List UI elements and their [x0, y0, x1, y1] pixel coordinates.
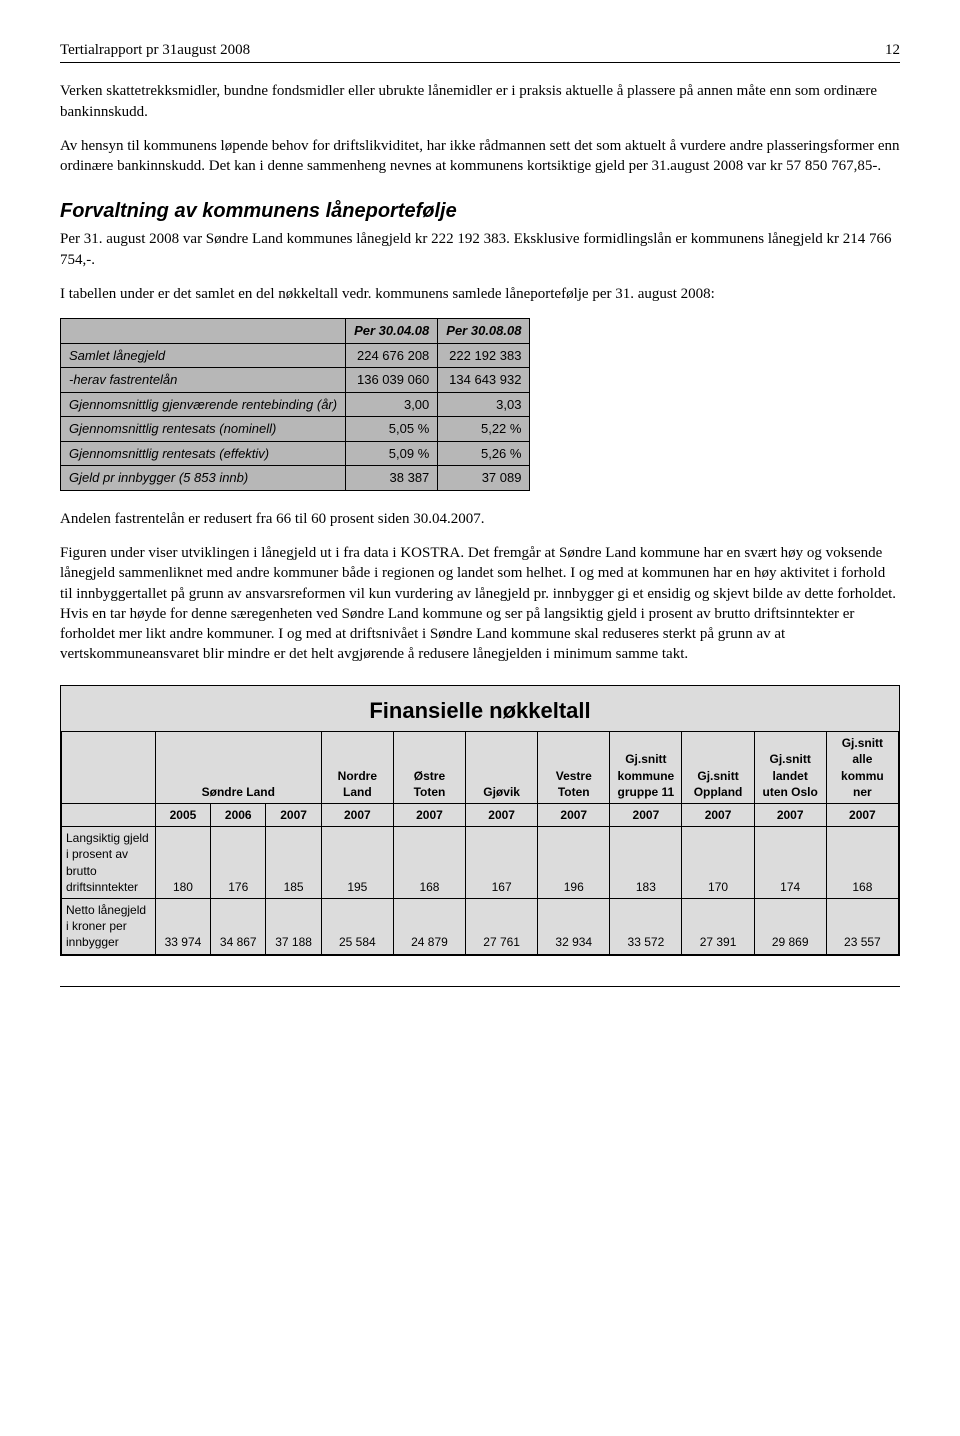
row-val: 185 — [266, 827, 321, 899]
key-figures-table: Per 30.04.08 Per 30.08.08 Samlet lånegje… — [60, 318, 530, 491]
row-val: 168 — [393, 827, 465, 899]
year-cell: 2007 — [826, 804, 898, 827]
group-header: Gj.snitt kommune gruppe 11 — [610, 732, 682, 804]
row-label: -herav fastrentelån — [61, 368, 346, 393]
financial-table-wrapper: Finansielle nøkkeltall Søndre Land Nordr… — [60, 685, 900, 956]
row-val: 27 761 — [466, 898, 538, 954]
year-row: 2005 2006 2007 2007 2007 2007 2007 2007 … — [62, 804, 899, 827]
financial-table: Søndre Land Nordre Land Østre Toten Gjøv… — [61, 731, 899, 954]
year-cell: 2007 — [266, 804, 321, 827]
year-cell: 2007 — [321, 804, 393, 827]
row-val: 174 — [754, 827, 826, 899]
group-header: Vestre Toten — [538, 732, 610, 804]
row-val: 168 — [826, 827, 898, 899]
table-header-col2: Per 30.08.08 — [438, 319, 530, 344]
row-val: 23 557 — [826, 898, 898, 954]
row-val: 24 879 — [393, 898, 465, 954]
table-header-row: Per 30.04.08 Per 30.08.08 — [61, 319, 530, 344]
row-val: 195 — [321, 827, 393, 899]
row-val: 196 — [538, 827, 610, 899]
year-cell — [62, 804, 156, 827]
row-val: 5,22 % — [438, 417, 530, 442]
row-val: 134 643 932 — [438, 368, 530, 393]
row-label: Gjennomsnittlig rentesats (effektiv) — [61, 441, 346, 466]
header-title: Tertialrapport pr 31august 2008 — [60, 40, 250, 60]
table-row: -herav fastrentelån 136 039 060 134 643 … — [61, 368, 530, 393]
row-val: 222 192 383 — [438, 343, 530, 368]
financial-title: Finansielle nøkkeltall — [61, 686, 899, 732]
row-val: 25 584 — [321, 898, 393, 954]
row-val: 5,05 % — [346, 417, 438, 442]
paragraph-6: Figuren under viser utviklingen i lånegj… — [60, 543, 900, 665]
row-val: 180 — [155, 827, 210, 899]
row-val: 37 188 — [266, 898, 321, 954]
group-header-row: Søndre Land Nordre Land Østre Toten Gjøv… — [62, 732, 899, 804]
row-val: 136 039 060 — [346, 368, 438, 393]
year-cell: 2007 — [538, 804, 610, 827]
row-label: Samlet lånegjeld — [61, 343, 346, 368]
table-row: Samlet lånegjeld 224 676 208 222 192 383 — [61, 343, 530, 368]
year-cell: 2007 — [393, 804, 465, 827]
table-header-col1: Per 30.04.08 — [346, 319, 438, 344]
group-header — [62, 732, 156, 804]
row-val: 29 869 — [754, 898, 826, 954]
row-val: 224 676 208 — [346, 343, 438, 368]
group-header: Gjøvik — [466, 732, 538, 804]
table-row: Gjennomsnittlig rentesats (effektiv) 5,0… — [61, 441, 530, 466]
section-heading-loan: Forvaltning av kommunens låneportefølje — [60, 198, 900, 225]
paragraph-5: Andelen fastrentelån er redusert fra 66 … — [60, 509, 900, 529]
row-val: 33 572 — [610, 898, 682, 954]
row-label: Gjennomsnittlig gjenværende rentebinding… — [61, 392, 346, 417]
row-val: 38 387 — [346, 466, 438, 491]
row-val: 27 391 — [682, 898, 754, 954]
table-header-blank — [61, 319, 346, 344]
row-val: 37 089 — [438, 466, 530, 491]
group-header: Søndre Land — [155, 732, 321, 804]
row-val: 167 — [466, 827, 538, 899]
group-header: Gj.snitt alle kommu ner — [826, 732, 898, 804]
table-row: Gjennomsnittlig rentesats (nominell) 5,0… — [61, 417, 530, 442]
row-label: Gjennomsnittlig rentesats (nominell) — [61, 417, 346, 442]
row-val: 176 — [211, 827, 266, 899]
year-cell: 2007 — [466, 804, 538, 827]
page-number: 12 — [885, 40, 900, 60]
row-val: 33 974 — [155, 898, 210, 954]
year-cell: 2007 — [682, 804, 754, 827]
year-cell: 2006 — [211, 804, 266, 827]
paragraph-1: Verken skattetrekksmidler, bundne fondsm… — [60, 81, 900, 122]
group-header: Gj.snitt landet uten Oslo — [754, 732, 826, 804]
group-header: Nordre Land — [321, 732, 393, 804]
row-val: 34 867 — [211, 898, 266, 954]
row-label: Langsiktig gjeld i prosent av brutto dri… — [62, 827, 156, 899]
page-header: Tertialrapport pr 31august 2008 12 — [60, 40, 900, 63]
row-val: 32 934 — [538, 898, 610, 954]
year-cell: 2007 — [610, 804, 682, 827]
footer-rule — [60, 986, 900, 987]
row-val: 3,03 — [438, 392, 530, 417]
table-row: Netto lånegjeld i kroner per innbygger 3… — [62, 898, 899, 954]
paragraph-2: Av hensyn til kommunens løpende behov fo… — [60, 136, 900, 177]
row-val: 5,26 % — [438, 441, 530, 466]
row-val: 3,00 — [346, 392, 438, 417]
row-label: Gjeld pr innbygger (5 853 innb) — [61, 466, 346, 491]
row-val: 5,09 % — [346, 441, 438, 466]
row-label: Netto lånegjeld i kroner per innbygger — [62, 898, 156, 954]
group-header: Østre Toten — [393, 732, 465, 804]
paragraph-4: I tabellen under er det samlet en del nø… — [60, 284, 900, 304]
year-cell: 2005 — [155, 804, 210, 827]
group-header: Gj.snitt Oppland — [682, 732, 754, 804]
year-cell: 2007 — [754, 804, 826, 827]
paragraph-3: Per 31. august 2008 var Søndre Land komm… — [60, 229, 900, 270]
table-row: Gjeld pr innbygger (5 853 innb) 38 387 3… — [61, 466, 530, 491]
row-val: 170 — [682, 827, 754, 899]
row-val: 183 — [610, 827, 682, 899]
table-row: Langsiktig gjeld i prosent av brutto dri… — [62, 827, 899, 899]
table-row: Gjennomsnittlig gjenværende rentebinding… — [61, 392, 530, 417]
